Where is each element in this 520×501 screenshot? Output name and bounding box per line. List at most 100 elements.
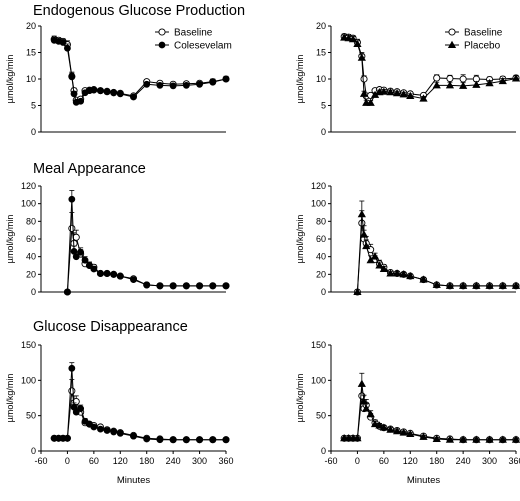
data-point (196, 436, 203, 444)
data-point (406, 271, 415, 280)
y-tick-label: 0 (31, 446, 36, 456)
data-point (375, 261, 384, 269)
series-placebo (340, 372, 520, 443)
data-point (196, 80, 203, 88)
data-point (375, 421, 384, 429)
data-point (386, 269, 395, 277)
y-tick-label: 150 (21, 340, 36, 350)
series-colesevelam (64, 190, 230, 296)
data-point (357, 210, 366, 218)
data-point (359, 397, 369, 405)
y-tick-label: 0 (321, 446, 326, 456)
data-point (498, 76, 507, 85)
data-point (459, 435, 468, 443)
series-line (66, 199, 226, 293)
row-title-glucose-disappearance: Glucose Disappearance (33, 319, 188, 335)
data-point (97, 270, 104, 277)
data-point (445, 281, 455, 289)
data-point (90, 86, 98, 94)
data-point (392, 269, 402, 277)
x-tick-label: -60 (34, 456, 47, 466)
data-point (379, 423, 388, 431)
data-point (446, 74, 454, 83)
data-point (445, 81, 455, 89)
y-tick-label: 20 (26, 21, 36, 31)
data-point (169, 82, 177, 90)
x-tick-label: 240 (166, 456, 181, 466)
y-axis-label: µmol/kg/min (5, 374, 15, 423)
legend: Baseline Colesevelam (155, 28, 232, 52)
data-point (399, 270, 408, 278)
data-point (406, 91, 415, 99)
data-point (68, 73, 76, 81)
data-point (498, 281, 507, 289)
data-point (362, 404, 371, 412)
data-point (103, 427, 111, 434)
data-point (386, 425, 395, 433)
data-point (110, 88, 118, 96)
data-point (77, 405, 85, 412)
x-tick-label: 120 (113, 456, 128, 466)
y-tick-label: 100 (311, 375, 326, 385)
data-point (196, 282, 203, 290)
y-tick-label: 15 (26, 48, 36, 58)
data-point (353, 434, 362, 442)
x-axis-label: Minutes (407, 475, 441, 486)
legend-marker (158, 28, 166, 36)
data-point (362, 241, 371, 250)
data-point (459, 81, 468, 89)
legend-label: Baseline (174, 28, 213, 39)
data-point (209, 282, 217, 290)
legend-label: Baseline (464, 28, 503, 39)
series-placebo (340, 33, 520, 106)
data-point (90, 265, 98, 273)
data-point (459, 281, 468, 289)
data-point (432, 81, 441, 89)
data-point (182, 81, 190, 89)
legend-label: Colesevelam (174, 41, 232, 52)
data-point (222, 436, 230, 444)
data-point (182, 282, 190, 290)
y-tick-label: 10 (316, 74, 326, 84)
x-tick-label: 180 (429, 456, 444, 466)
y-tick-label: 0 (321, 287, 326, 297)
y-tick-label: 60 (316, 234, 326, 244)
data-point (399, 428, 408, 436)
data-point (68, 224, 76, 232)
y-axis-label: µmol/kg/min (5, 215, 15, 264)
legend-marker (448, 28, 456, 36)
data-point (379, 87, 388, 95)
series-colesevelam (50, 36, 230, 106)
data-point (97, 87, 104, 95)
data-point (511, 435, 520, 443)
x-tick-label: 180 (139, 456, 154, 466)
data-point (359, 230, 369, 238)
data-point (68, 195, 76, 203)
y-tick-label: 20 (316, 269, 326, 279)
chart-panel-4: 0 20 40 60 80 100 120 µmol/kg/min (295, 181, 520, 297)
data-point (348, 35, 358, 43)
data-point (370, 252, 380, 260)
data-point (222, 282, 230, 290)
y-tick-label: 60 (26, 234, 36, 244)
data-point (77, 248, 85, 256)
data-point (399, 90, 408, 98)
data-point (386, 88, 395, 96)
data-point (70, 90, 78, 98)
data-point (433, 74, 441, 82)
y-axis-label: µmol/kg/min (295, 374, 305, 423)
data-point (116, 90, 124, 98)
y-tick-label: 0 (31, 127, 36, 137)
data-point (419, 432, 428, 440)
y-tick-label: 120 (21, 181, 36, 191)
data-point (169, 282, 177, 290)
chart-panel-3: 0 20 40 60 80 100 120 µmol/kg/min (5, 181, 230, 297)
data-point (419, 275, 428, 283)
x-tick-label: 360 (218, 456, 233, 466)
data-point (64, 44, 71, 52)
series-colesevelam (50, 362, 230, 444)
data-point (485, 79, 494, 87)
data-point (360, 75, 368, 83)
data-point (86, 262, 93, 269)
